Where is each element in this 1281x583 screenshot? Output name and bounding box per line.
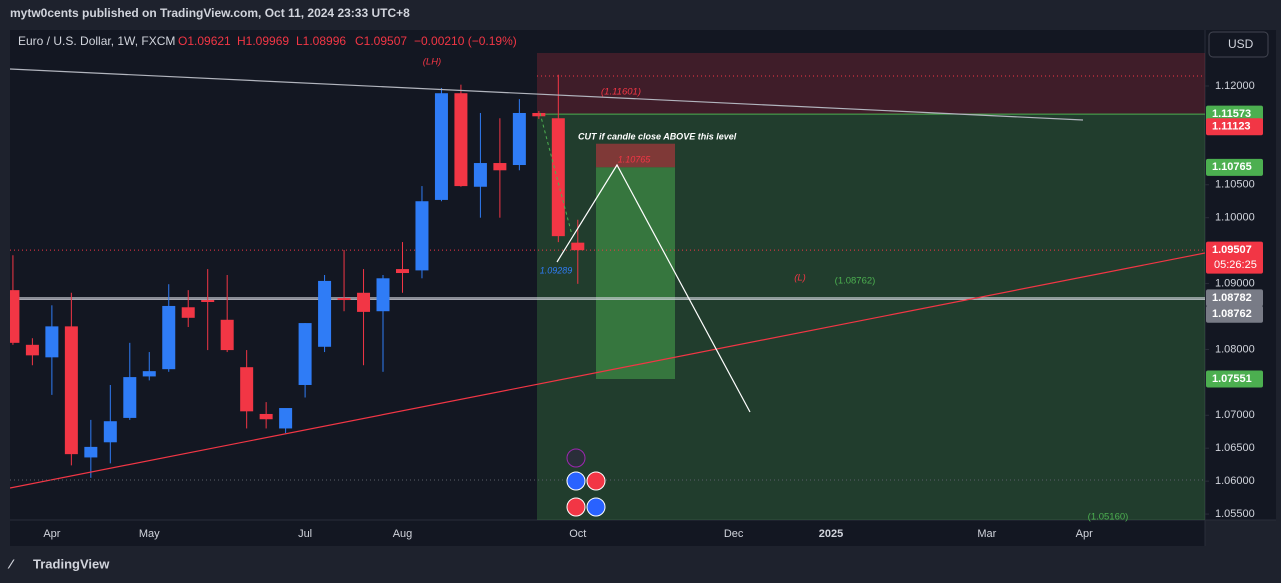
x-tick-label: Aug bbox=[393, 528, 413, 540]
annotation: (1.05160) bbox=[1088, 512, 1129, 523]
y-tick-label: 1.10500 bbox=[1215, 179, 1255, 191]
candle-body bbox=[434, 93, 448, 200]
annotation: (1.11601) bbox=[601, 87, 641, 98]
candle-body bbox=[318, 280, 332, 347]
icon[interactable] bbox=[586, 497, 606, 517]
icon[interactable] bbox=[566, 497, 586, 517]
candle-body bbox=[376, 278, 390, 312]
legend-high: H1.09969 bbox=[237, 34, 289, 48]
risk-zone bbox=[537, 53, 1205, 115]
y-tick-label: 1.07000 bbox=[1215, 409, 1255, 421]
icon[interactable] bbox=[566, 448, 586, 468]
y-tick-label: 1.05500 bbox=[1215, 508, 1255, 520]
price-label: 1.08762 bbox=[1212, 308, 1252, 320]
annotation: 1.10765 bbox=[618, 154, 652, 164]
annotation: (LH) bbox=[423, 57, 441, 68]
candle-body bbox=[84, 446, 98, 458]
currency-button[interactable] bbox=[1208, 31, 1269, 58]
time-axis-bg bbox=[10, 520, 1205, 546]
projection-path bbox=[556, 163, 751, 413]
x-tick-label: Apr bbox=[1076, 528, 1093, 540]
candle-body bbox=[493, 163, 507, 171]
y-tick-label: 1.06500 bbox=[1215, 442, 1255, 454]
x-tick-label: 2025 bbox=[819, 528, 843, 540]
legend-low: L1.08996 bbox=[296, 34, 346, 48]
candle-body bbox=[103, 421, 117, 443]
footer-logo: ⁄ bbox=[7, 556, 15, 571]
y-tick-label: 1.06000 bbox=[1215, 475, 1255, 487]
stop-box bbox=[596, 143, 675, 168]
y-tick-label: 1.10000 bbox=[1215, 212, 1255, 224]
candle-body bbox=[240, 367, 254, 412]
candle-body bbox=[571, 242, 585, 251]
trend-line bbox=[10, 68, 1084, 121]
target-box bbox=[596, 167, 675, 379]
icon[interactable] bbox=[586, 471, 606, 491]
x-tick-label: Mar bbox=[977, 528, 996, 540]
header: mytw0cents published on TradingView.com,… bbox=[10, 6, 410, 20]
candle-body bbox=[259, 413, 273, 420]
candle-body bbox=[201, 300, 215, 303]
candle-body bbox=[298, 323, 312, 385]
price-label-box bbox=[1206, 118, 1263, 136]
legend-open: O1.09621 bbox=[178, 34, 231, 48]
price-label: 1.09507 bbox=[1212, 244, 1252, 256]
y-tick-label: 1.12000 bbox=[1215, 80, 1255, 92]
annotation: 1.09289 bbox=[540, 265, 573, 275]
symbol-title: Euro / U.S. Dollar, 1W, FXCM bbox=[18, 34, 175, 48]
footer-brand: TradingView bbox=[33, 556, 110, 571]
candle-body bbox=[162, 305, 176, 370]
candle-body bbox=[220, 319, 234, 351]
event-icons bbox=[566, 448, 606, 517]
candle-body bbox=[279, 408, 293, 429]
x-tick-label: Jul bbox=[298, 528, 312, 540]
legend-change: −0.00210 (−0.19%) bbox=[414, 34, 517, 48]
candle-body bbox=[25, 344, 39, 356]
candle-body bbox=[123, 377, 137, 418]
trend-line bbox=[10, 252, 1205, 489]
price-label: 1.11573 bbox=[1212, 108, 1251, 120]
candle-body bbox=[415, 201, 429, 271]
price-label-box bbox=[1206, 241, 1263, 274]
icon[interactable] bbox=[566, 471, 586, 491]
candle-body bbox=[64, 326, 78, 455]
x-tick-label: Dec bbox=[724, 528, 744, 540]
legend-close: C1.09507 bbox=[355, 34, 407, 48]
candle-body bbox=[473, 163, 487, 187]
candle-body bbox=[337, 298, 351, 301]
annotation: (1.08762) bbox=[835, 276, 876, 287]
price-label: 1.10765 bbox=[1212, 161, 1252, 173]
currency-button-label[interactable]: USD bbox=[1228, 37, 1254, 51]
x-tick-label: Apr bbox=[43, 528, 60, 540]
price-label-box bbox=[1206, 305, 1263, 323]
price-label-box bbox=[1206, 370, 1263, 388]
y-tick-label: 1.08000 bbox=[1215, 343, 1255, 355]
candle-body bbox=[10, 290, 20, 343]
price-label: 1.08782 bbox=[1212, 292, 1252, 304]
annotation: (L) bbox=[794, 273, 806, 284]
candle-body bbox=[454, 93, 468, 187]
candle-body bbox=[551, 118, 565, 237]
candle-body bbox=[142, 371, 156, 377]
countdown: 05:26:25 bbox=[1214, 259, 1257, 271]
y-tick-label: 1.09000 bbox=[1215, 277, 1255, 289]
price-label: 1.11123 bbox=[1212, 121, 1251, 133]
price-label-box bbox=[1206, 289, 1263, 307]
price-label: 1.07551 bbox=[1212, 373, 1252, 385]
candle-body bbox=[45, 326, 59, 358]
price-label-box bbox=[1206, 158, 1263, 176]
candle-body bbox=[512, 112, 526, 166]
x-tick-label: Oct bbox=[569, 528, 586, 540]
candle-body bbox=[532, 112, 546, 117]
candle-body bbox=[395, 269, 409, 274]
candle-body bbox=[181, 307, 195, 318]
annotation: CUT if candle close ABOVE this level bbox=[578, 131, 737, 141]
candle-body bbox=[357, 292, 371, 312]
drawings bbox=[10, 68, 1205, 489]
x-tick-label: May bbox=[139, 528, 160, 540]
